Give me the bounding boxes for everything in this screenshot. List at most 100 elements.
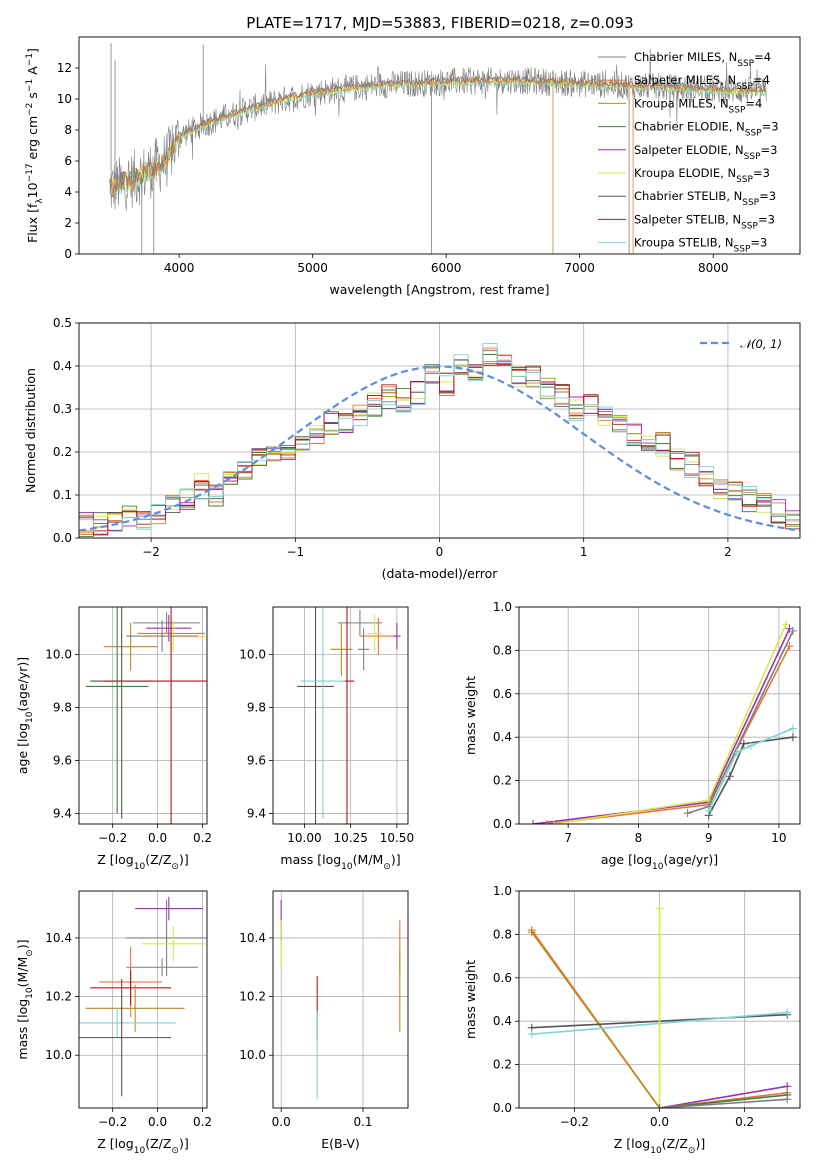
y-tick-label: 0.8 bbox=[493, 643, 512, 657]
y-tick-label: 9.4 bbox=[247, 806, 266, 820]
weight-marker bbox=[732, 748, 741, 757]
legend-entry: Kroupa MILES, NSSP=4 bbox=[634, 96, 762, 115]
data-point bbox=[135, 896, 203, 921]
data-point bbox=[300, 607, 346, 819]
axes-frame bbox=[78, 322, 801, 539]
weight-series bbox=[531, 931, 661, 1108]
figure-title: PLATE=1717, MJD=53883, FIBERID=0218, z=0… bbox=[246, 14, 633, 32]
y-tick-label: 0 bbox=[64, 247, 72, 261]
weight-marker bbox=[788, 724, 797, 733]
residual-histograms bbox=[79, 343, 800, 537]
axes-frame bbox=[272, 890, 409, 1109]
weight-lines bbox=[529, 620, 797, 824]
axes-frame bbox=[78, 606, 208, 825]
y-tick-label: 10.2 bbox=[45, 990, 72, 1004]
data-point bbox=[103, 607, 207, 824]
residuals-panel: −2 −1 0 1 2 0.0 0.1 0.2 0.3 0.4 0.5 (data-model)/er… bbox=[23, 316, 801, 581]
x-axis-label: mass [log10(M/M⊙)] bbox=[280, 852, 400, 872]
y-tick-label: 0.0 bbox=[493, 1101, 512, 1115]
axes-frame bbox=[518, 606, 801, 825]
weight-marker bbox=[785, 642, 794, 651]
x-tick-label: 0 bbox=[436, 545, 444, 559]
y-tick-label: 10.0 bbox=[239, 648, 266, 662]
x-tick-label: 4000 bbox=[164, 261, 195, 275]
y-tick-label: 0.6 bbox=[493, 687, 512, 701]
weight-marker bbox=[527, 1030, 536, 1039]
weight-marker bbox=[527, 928, 536, 937]
y-tick-label: 12 bbox=[57, 61, 72, 75]
x-tick-label: 1 bbox=[580, 545, 588, 559]
axes-frame bbox=[78, 890, 208, 1109]
data-point bbox=[79, 1008, 176, 1038]
x-tick-label: 6000 bbox=[431, 261, 462, 275]
x-tick-label: 7000 bbox=[564, 261, 595, 275]
y-axis-label: Normed distribution bbox=[23, 368, 38, 493]
y-tick-label: 6 bbox=[64, 154, 72, 168]
legend-entry: Chabrier ELODIE, NSSP=3 bbox=[634, 120, 779, 139]
x-tick-label: 10.00 bbox=[287, 831, 321, 845]
x-tick-label: 7 bbox=[564, 831, 572, 845]
spectrum-lines bbox=[109, 43, 767, 254]
spectrum-panel: 4000 5000 6000 7000 8000 0 2 4 6 8 10 12 wavelength … bbox=[25, 36, 801, 297]
legend-entry: 𝒩(0, 1) bbox=[740, 337, 782, 351]
spectrum-legend: Chabrier MILES, NSSP=4 Salpeter MILES, NS… bbox=[598, 50, 779, 255]
weight-marker bbox=[781, 620, 790, 629]
weight-series bbox=[553, 624, 787, 824]
y-tick-label: 0.5 bbox=[53, 316, 72, 330]
weight-marker bbox=[529, 820, 538, 824]
axes-frame bbox=[518, 890, 801, 1109]
legend-entry: Salpeter STELIB, NSSP=3 bbox=[634, 212, 775, 231]
weight-marker bbox=[683, 809, 692, 818]
age-vs-mass-panel: 10.00 10.25 10.50 9.4 9.6 9.8 10.0 mass [log10(… bbox=[239, 606, 414, 872]
weight-marker bbox=[543, 820, 552, 824]
x-tick-label: −2 bbox=[142, 545, 160, 559]
weight-marker bbox=[550, 820, 559, 824]
y-tick-label: 0.0 bbox=[53, 531, 72, 545]
massweight-vs-age-panel: 7 8 9 10 0.0 0.2 0.4 0.6 0.8 1.0 age [log10(age/yr… bbox=[463, 600, 801, 872]
errorbars bbox=[85, 607, 207, 824]
data-point bbox=[126, 620, 199, 652]
age-vs-Z-panel: −0.2 0.0 0.2 9.4 9.6 9.8 10.0 Z [log10(Z/Z⊙)] ag… bbox=[15, 606, 212, 872]
x-tick-label: 0.1 bbox=[353, 1115, 372, 1129]
weight-series bbox=[547, 645, 791, 824]
x-axis-label: E(B-V) bbox=[321, 1136, 360, 1151]
errorbars bbox=[79, 896, 207, 1097]
data-point bbox=[126, 899, 207, 977]
data-point bbox=[297, 607, 335, 824]
legend-entry: Kroupa ELODIE, NSSP=3 bbox=[634, 166, 770, 185]
data-point bbox=[141, 926, 205, 962]
x-axis-label: Z [log10(Z/Z⊙)] bbox=[97, 852, 188, 872]
normal-curve bbox=[79, 365, 800, 532]
data-point bbox=[146, 614, 192, 642]
massweight-vs-Z-panel: −0.2 0.0 0.2 0.0 0.2 0.4 0.6 0.8 1.0 Z [log10(Z/Z… bbox=[463, 884, 801, 1156]
weight-series bbox=[707, 727, 794, 812]
data-point bbox=[367, 614, 383, 652]
legend-entry: Chabrier STELIB, NSSP=3 bbox=[634, 189, 776, 208]
y-tick-label: 9.8 bbox=[247, 701, 266, 715]
y-axis-label: mass weight bbox=[463, 960, 478, 1039]
x-tick-label: 0.0 bbox=[148, 831, 167, 845]
x-tick-label: 0.0 bbox=[148, 1115, 167, 1129]
x-tick-label: −1 bbox=[286, 545, 304, 559]
legend-entry: Salpeter ELODIE, NSSP=3 bbox=[634, 143, 777, 162]
legend-entry: Kroupa STELIB, NSSP=3 bbox=[634, 236, 767, 255]
weight-marker bbox=[783, 1095, 792, 1104]
y-tick-label: 2 bbox=[64, 216, 72, 230]
weight-marker bbox=[788, 626, 797, 635]
residual-histogram bbox=[79, 343, 800, 532]
x-tick-label: 0.2 bbox=[735, 1115, 754, 1129]
weight-marker bbox=[788, 733, 797, 742]
data-point bbox=[393, 622, 401, 650]
x-tick-label: −0.2 bbox=[98, 1115, 127, 1129]
y-tick-label: 9.4 bbox=[53, 806, 72, 820]
y-tick-label: 0.4 bbox=[493, 730, 512, 744]
weight-marker bbox=[655, 1104, 664, 1108]
y-tick-label: 1.0 bbox=[493, 600, 512, 614]
errorbars bbox=[280, 899, 401, 1100]
x-tick-label: −0.2 bbox=[98, 831, 127, 845]
data-point bbox=[90, 970, 172, 1006]
x-axis-label: (data-model)/error bbox=[382, 566, 499, 581]
x-tick-label: 5000 bbox=[297, 261, 328, 275]
y-tick-label: 0.8 bbox=[493, 927, 512, 941]
y-tick-label: 10.4 bbox=[239, 931, 266, 945]
